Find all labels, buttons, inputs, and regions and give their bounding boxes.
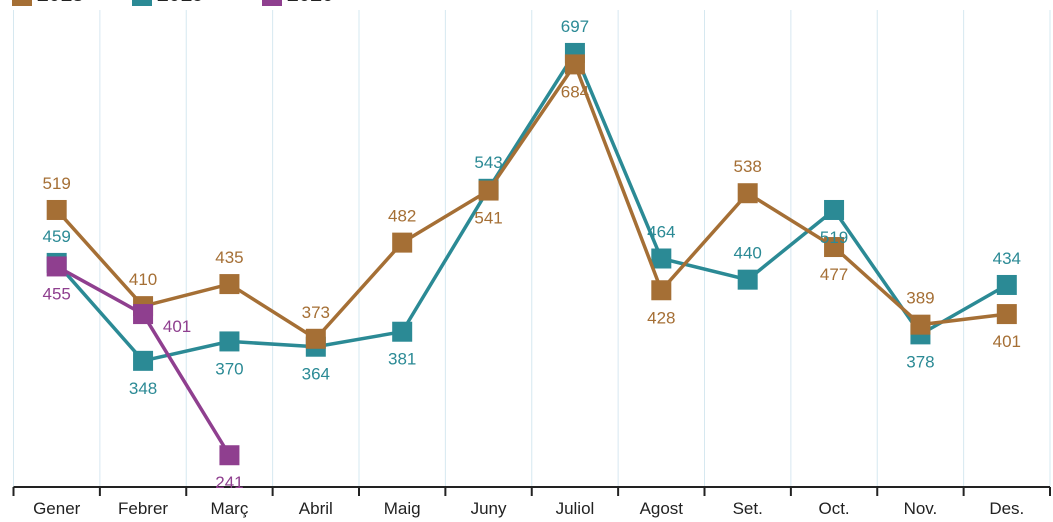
data-label: 684 [561, 82, 589, 101]
data-label: 410 [129, 270, 157, 289]
data-label: 519 [43, 174, 71, 193]
data-label: 370 [215, 359, 243, 378]
data-label: 440 [734, 244, 762, 263]
data-label: 459 [43, 227, 71, 246]
data-label: 364 [302, 365, 330, 384]
marker [996, 274, 1017, 295]
marker [392, 232, 413, 253]
x-tick-label: Juliol [556, 499, 595, 518]
marker [219, 331, 240, 352]
marker [737, 269, 758, 290]
data-label: 381 [388, 350, 416, 369]
marker [219, 445, 240, 466]
marker [737, 183, 758, 204]
marker [133, 304, 154, 325]
x-tick-label: Oct. [818, 499, 849, 518]
data-label: 401 [163, 317, 191, 336]
marker [651, 280, 672, 301]
x-tick-label: Des. [989, 499, 1024, 518]
data-label: 482 [388, 207, 416, 226]
marker [392, 321, 413, 342]
marker [219, 274, 240, 295]
marker [478, 180, 499, 201]
data-label: 373 [302, 303, 330, 322]
marker [910, 314, 931, 335]
x-tick-label: Nov. [904, 499, 938, 518]
data-label: 428 [647, 308, 675, 327]
data-label: 378 [906, 352, 934, 371]
legend-label: 2018 [37, 0, 84, 6]
data-label: 464 [647, 222, 675, 241]
legend-label: 2019 [157, 0, 204, 6]
x-tick-label: Set. [733, 499, 763, 518]
x-tick-label: Gener [33, 499, 81, 518]
marker [133, 350, 154, 371]
marker [305, 328, 326, 349]
data-label: 389 [906, 289, 934, 308]
legend-swatch [12, 0, 32, 6]
series-line [55, 60, 1008, 342]
data-label: 241 [215, 473, 243, 492]
legend-label: 2020 [287, 0, 334, 6]
data-label: 541 [474, 209, 502, 228]
x-tick-label: Maig [384, 499, 421, 518]
data-label: 538 [734, 157, 762, 176]
marker [46, 256, 67, 277]
x-tick-label: Agost [640, 499, 684, 518]
marker [651, 248, 672, 269]
x-tick-label: Juny [471, 499, 507, 518]
data-label: 697 [561, 17, 589, 36]
marker [46, 199, 67, 220]
marker [824, 237, 845, 258]
data-label: 477 [820, 265, 848, 284]
data-label: 435 [215, 248, 243, 267]
data-label: 348 [129, 379, 157, 398]
series-line [55, 49, 1008, 363]
data-label: 401 [993, 332, 1021, 351]
marker [824, 199, 845, 220]
data-label: 434 [993, 249, 1021, 268]
legend-swatch [132, 0, 152, 6]
marker [564, 54, 585, 75]
x-tick-label: Abril [299, 499, 333, 518]
legend-swatch [262, 0, 282, 6]
data-label: 455 [43, 284, 71, 303]
marker [996, 304, 1017, 325]
data-label: 519 [820, 228, 848, 247]
data-label: 543 [474, 153, 502, 172]
x-tick-label: Febrer [118, 499, 168, 518]
x-tick-label: Març [211, 499, 249, 518]
